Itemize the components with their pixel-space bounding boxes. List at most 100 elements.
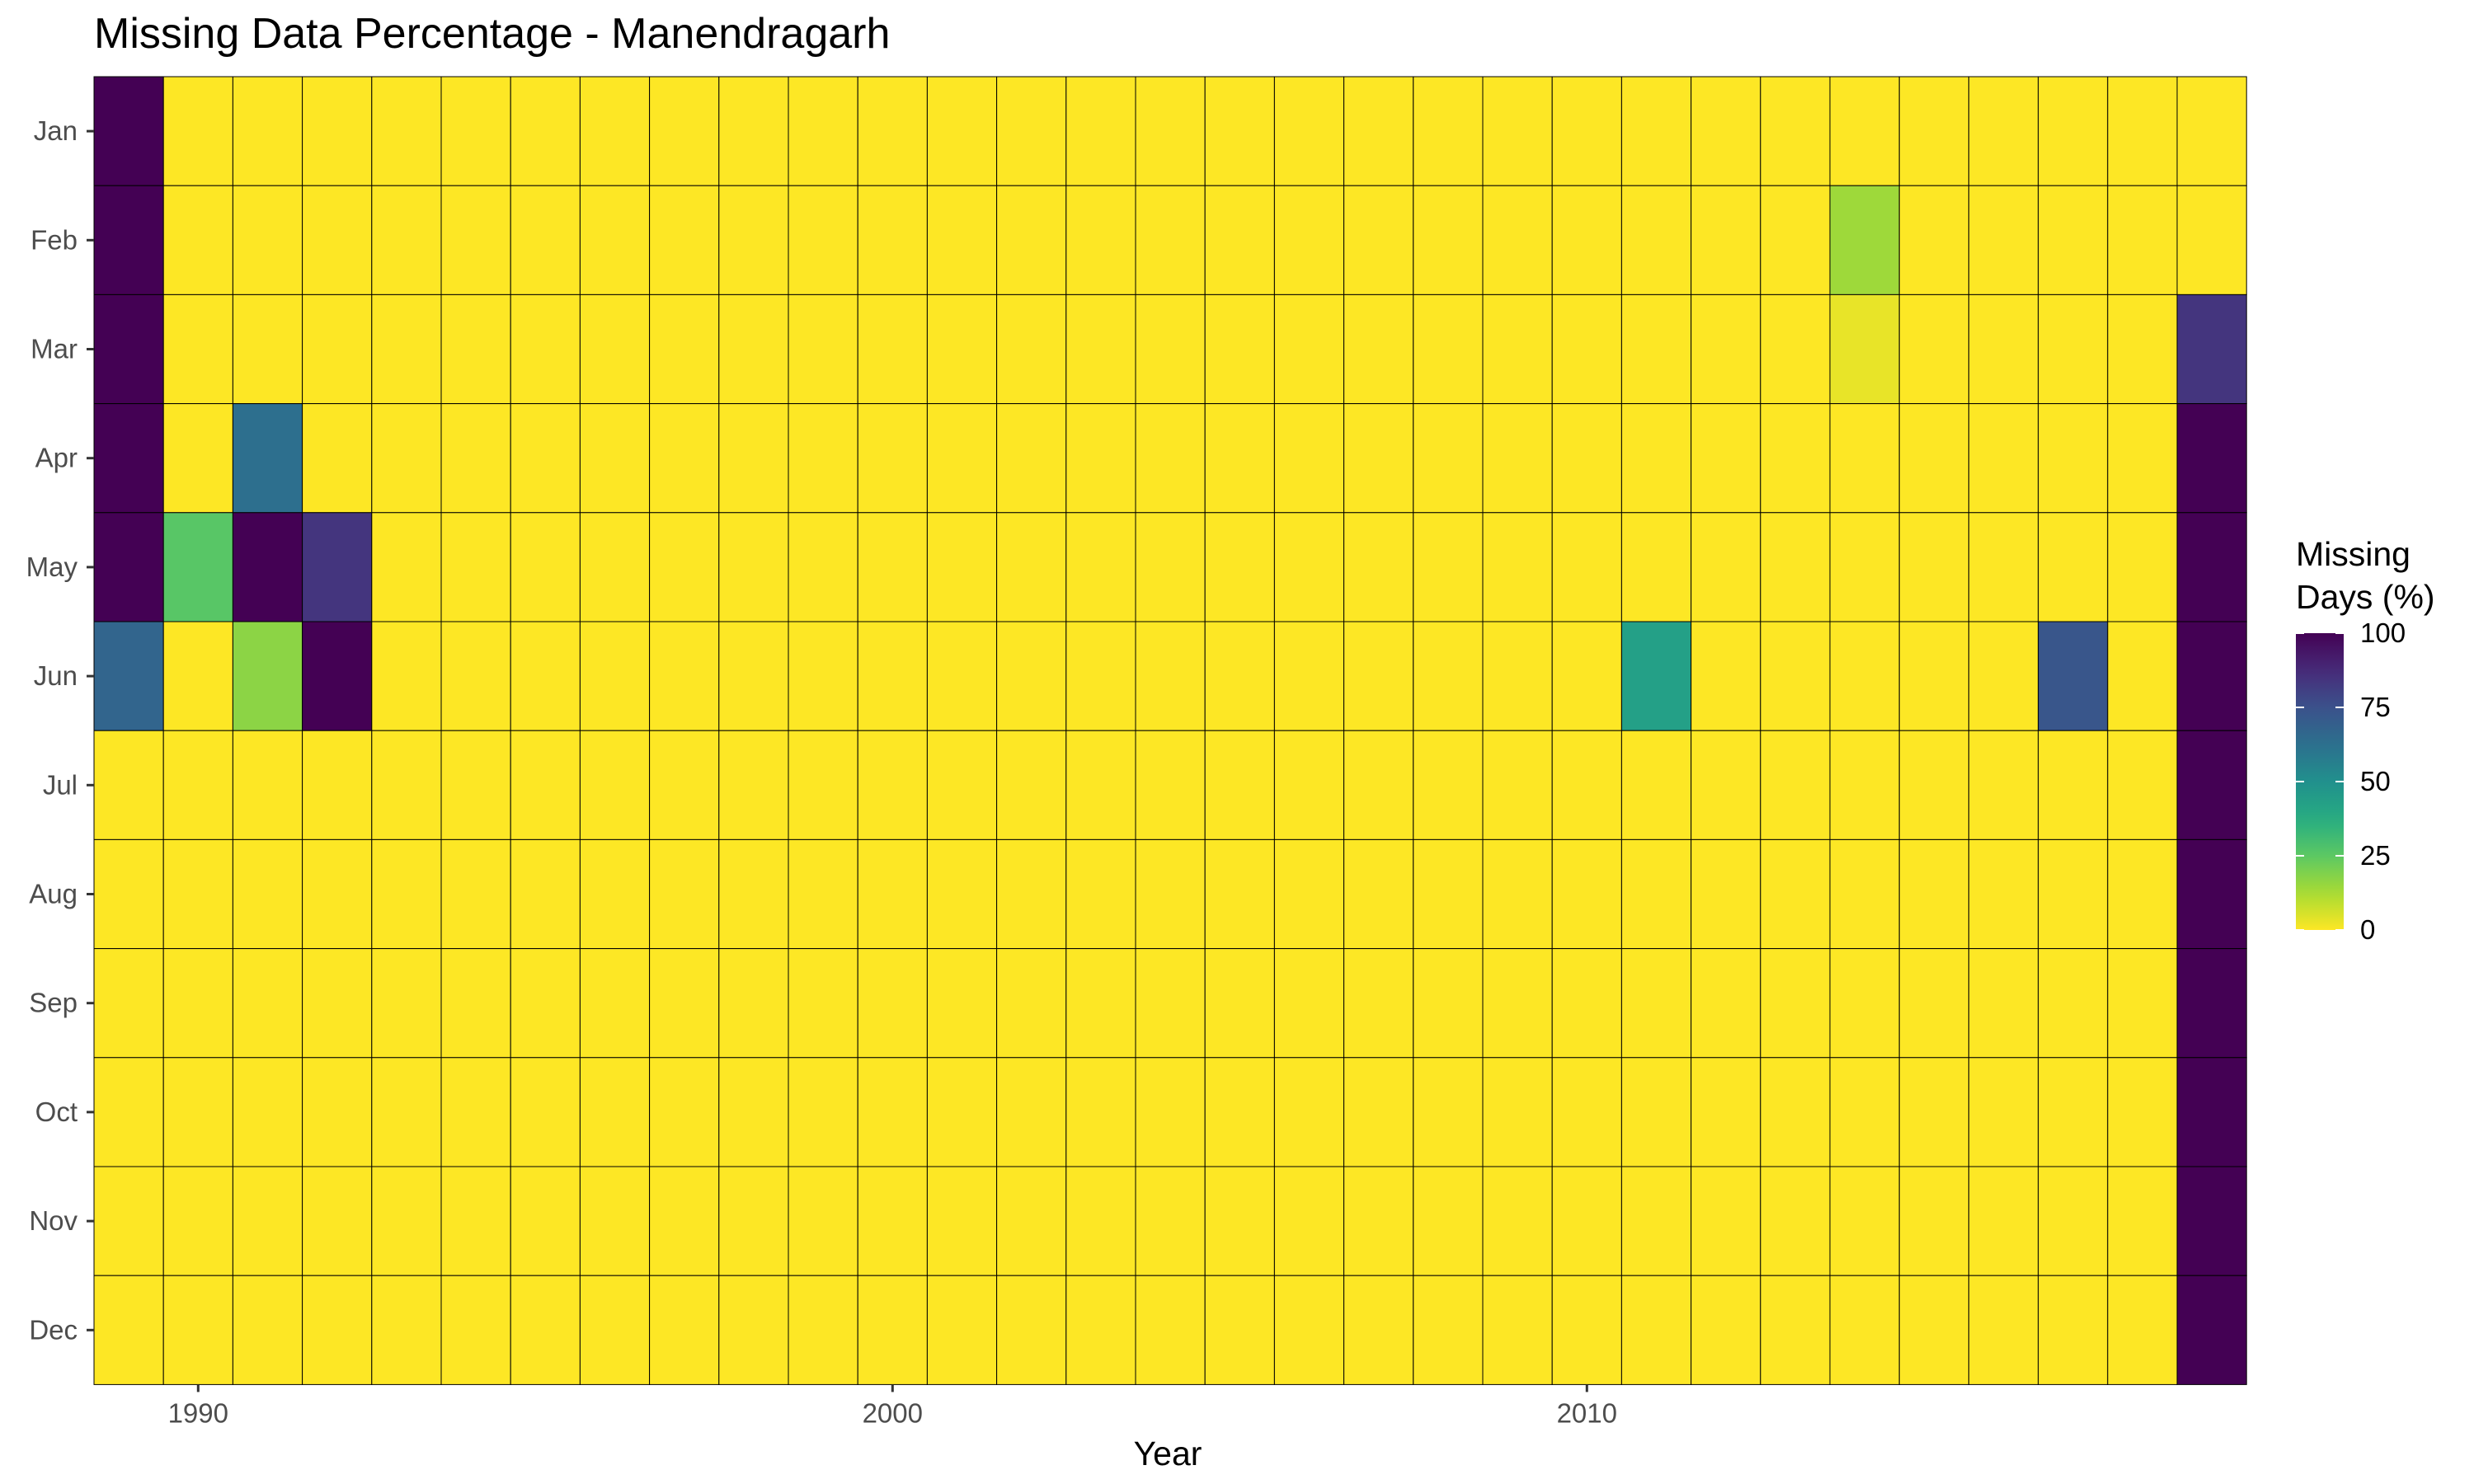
heatmap-cell	[1273, 621, 1345, 731]
heatmap-cell	[2038, 76, 2109, 186]
heatmap-cell	[1273, 730, 1345, 840]
heatmap-cell	[718, 1166, 789, 1276]
heatmap-cell	[1343, 512, 1414, 622]
heatmap-cell	[1829, 621, 1900, 731]
heatmap-cell	[1898, 948, 1969, 1059]
heatmap-cell	[162, 1166, 233, 1276]
heatmap-cell	[1135, 1057, 1206, 1167]
heatmap-cell	[1898, 512, 1969, 622]
heatmap-cell	[718, 730, 789, 840]
heatmap-cell	[93, 185, 164, 295]
heatmap-cell	[2176, 621, 2247, 731]
heatmap-cell	[2038, 1275, 2109, 1385]
heatmap-cell	[579, 1057, 651, 1167]
heatmap-cell	[2176, 403, 2247, 514]
heatmap-cell	[232, 403, 303, 514]
heatmap-cell	[1829, 948, 1900, 1059]
heatmap-cell	[579, 403, 651, 514]
heatmap-cell	[1829, 403, 1900, 514]
heatmap-cell	[440, 838, 511, 950]
heatmap-cell	[579, 76, 651, 186]
heatmap-cell	[2107, 1057, 2178, 1167]
heatmap-cell	[1135, 948, 1206, 1059]
heatmap-cell	[2038, 838, 2109, 950]
heatmap-cell	[1065, 621, 1136, 731]
heatmap-cell	[1551, 838, 1622, 950]
legend-tick-label: 0	[2360, 914, 2375, 945]
heatmap-cell	[1551, 621, 1622, 731]
heatmap-cell	[1968, 185, 2039, 295]
heatmap-cell	[1551, 1166, 1622, 1276]
heatmap-cell	[1620, 294, 1692, 405]
heatmap-cell	[1343, 403, 1414, 514]
heatmap-cell	[2107, 621, 2178, 731]
heatmap-cell	[718, 403, 789, 514]
heatmap-cell	[857, 1166, 928, 1276]
heatmap-cell	[1898, 403, 1969, 514]
heatmap-cell	[1343, 1275, 1414, 1385]
legend-tick-label: 75	[2360, 692, 2391, 722]
heatmap-cell	[1413, 1275, 1484, 1385]
heatmap-cell	[1760, 294, 1831, 405]
heatmap-cell	[718, 185, 789, 295]
heatmap-cell	[232, 621, 303, 731]
heatmap-cell	[926, 948, 998, 1059]
heatmap-cell	[1065, 294, 1136, 405]
heatmap-cell	[510, 730, 581, 840]
heatmap-cell	[2176, 294, 2247, 405]
heatmap-cell	[2176, 76, 2247, 186]
heatmap-cell	[1135, 512, 1206, 622]
heatmap-cell	[926, 1275, 998, 1385]
heatmap-cell	[371, 948, 442, 1059]
heatmap-cell	[510, 185, 581, 295]
heatmap-cell	[1065, 948, 1136, 1059]
chart-title: Missing Data Percentage - Manendragarh	[94, 10, 890, 58]
heatmap-cell	[1898, 1166, 1969, 1276]
heatmap-cell	[2176, 512, 2247, 622]
heatmap-cell	[718, 621, 789, 731]
legend-tick-label: 25	[2360, 840, 2391, 871]
heatmap-cell	[1691, 185, 1761, 295]
heatmap-cell	[2176, 1166, 2247, 1276]
heatmap-cell	[93, 838, 164, 950]
heatmap-cell	[857, 76, 928, 186]
heatmap-cell	[857, 294, 928, 405]
heatmap-cell	[718, 948, 789, 1059]
heatmap-cell	[1968, 76, 2039, 186]
heatmap-cells	[93, 76, 2247, 1385]
heatmap-cell	[302, 730, 373, 840]
heatmap-cell	[1898, 76, 1969, 186]
heatmap-cell	[579, 838, 651, 950]
heatmap-cell	[1204, 403, 1275, 514]
legend-tick-label: 50	[2360, 766, 2391, 796]
heatmap-cell	[1065, 1275, 1136, 1385]
heatmap-cell	[2107, 512, 2178, 622]
heatmap-cell	[440, 403, 511, 514]
heatmap-cell	[857, 838, 928, 950]
color-legend: Missing Days (%) 0 25 50 75 100	[2296, 535, 2435, 945]
heatmap-cell	[371, 185, 442, 295]
heatmap-cell	[1482, 730, 1553, 840]
heatmap-cell	[718, 512, 789, 622]
y-tick-label: May	[26, 552, 78, 582]
legend-title-line-2: Days (%)	[2296, 578, 2435, 616]
heatmap-cell	[579, 1166, 651, 1276]
heatmap-cell	[1760, 185, 1831, 295]
heatmap-cell	[1273, 1166, 1345, 1276]
heatmap-cell	[93, 730, 164, 840]
heatmap-cell	[93, 621, 164, 731]
heatmap-cell	[1065, 1057, 1136, 1167]
heatmap-cell	[788, 512, 858, 622]
heatmap-cell	[1691, 838, 1761, 950]
heatmap-cell	[579, 730, 651, 840]
heatmap-cell	[2107, 730, 2178, 840]
y-tick-label: Oct	[35, 1097, 78, 1127]
heatmap-cell	[162, 76, 233, 186]
heatmap-cell	[2038, 403, 2109, 514]
heatmap-cell	[788, 1275, 858, 1385]
heatmap-cell	[1413, 621, 1484, 731]
heatmap-cell	[1343, 838, 1414, 950]
heatmap-cell	[996, 185, 1067, 295]
heatmap-cell	[2176, 185, 2247, 295]
heatmap-cell	[1968, 1057, 2039, 1167]
